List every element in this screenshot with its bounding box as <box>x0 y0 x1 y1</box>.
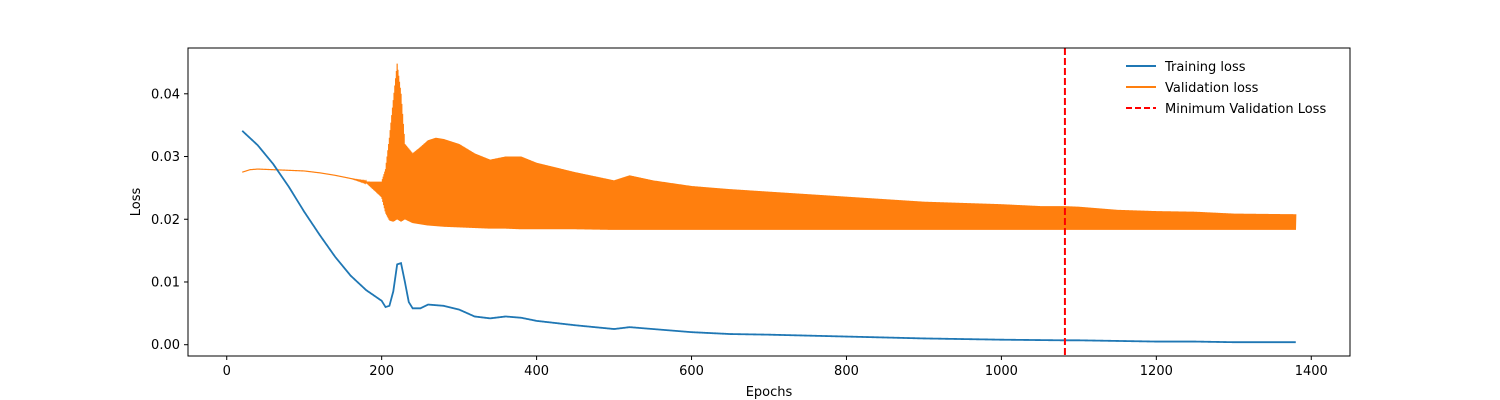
y-tick-label: 0.00 <box>151 338 180 353</box>
legend-label-min-val: Minimum Validation Loss <box>1165 102 1326 117</box>
y-axis-label: Loss <box>129 188 144 217</box>
x-tick-label: 1400 <box>1295 364 1328 379</box>
x-axis-label: Epochs <box>746 385 793 400</box>
x-tick-label: 1200 <box>1140 364 1173 379</box>
x-tick-label: 600 <box>679 364 704 379</box>
legend-label-training: Training loss <box>1164 60 1246 75</box>
x-tick-label: 400 <box>524 364 549 379</box>
x-tick-label: 1000 <box>985 364 1018 379</box>
plot-area <box>241 48 1297 356</box>
axis-ticks: 0 200 400 600 800 1000 1200 1400 0.00 0.01 0.02 0.0… <box>151 87 1328 379</box>
y-tick-label: 0.02 <box>151 213 180 228</box>
legend-label-validation: Validation loss <box>1165 81 1259 96</box>
y-tick-label: 0.01 <box>151 275 180 290</box>
validation-loss-line <box>242 63 1297 230</box>
axes-frame <box>187 47 1351 357</box>
x-tick-label: 0 <box>223 364 231 379</box>
x-tick-label: 800 <box>834 364 859 379</box>
x-tick-label: 200 <box>369 364 394 379</box>
y-tick-label: 0.04 <box>151 87 180 102</box>
legend: Training loss Validation loss Minimum Va… <box>1126 60 1326 117</box>
training-loss-line <box>241 130 1296 344</box>
y-tick-label: 0.03 <box>151 150 180 165</box>
